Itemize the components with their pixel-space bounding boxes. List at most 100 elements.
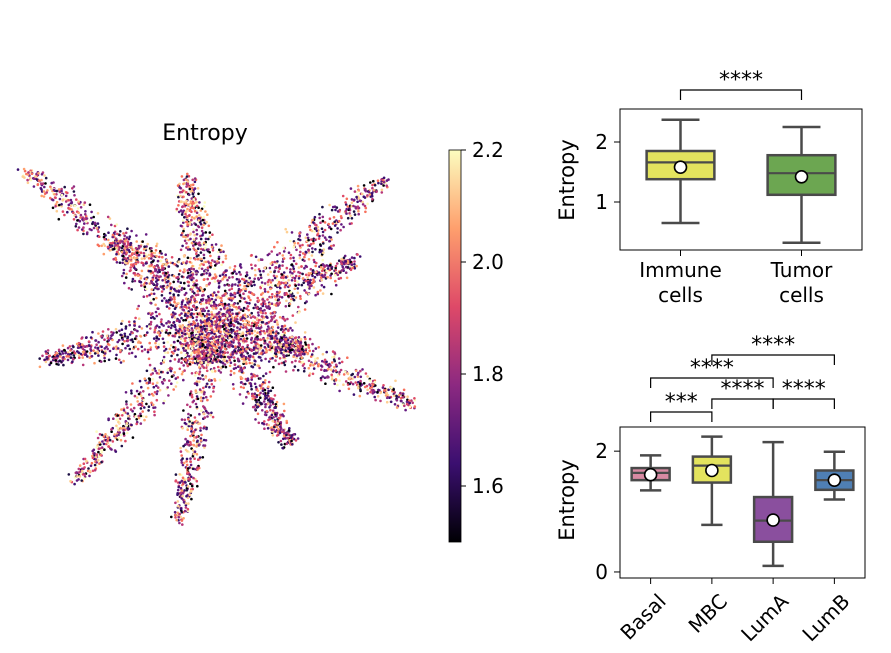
embedding-point	[118, 329, 121, 333]
embedding-point	[260, 352, 263, 355]
embedding-point	[333, 351, 336, 354]
embedding-point	[189, 414, 193, 417]
embedding-point	[201, 232, 205, 235]
embedding-point	[276, 326, 280, 329]
embedding-point	[122, 232, 125, 235]
embedding-point	[231, 283, 234, 286]
embedding-point	[180, 461, 184, 464]
embedding-point	[190, 347, 194, 350]
embedding-point	[275, 434, 279, 437]
embedding-point	[186, 271, 190, 275]
embedding-point	[93, 221, 97, 225]
embedding-point	[60, 205, 63, 208]
embedding-point	[191, 192, 195, 196]
embedding-point	[303, 331, 307, 334]
embedding-point	[270, 428, 274, 432]
embedding-point	[328, 203, 331, 207]
embedding-point	[247, 296, 251, 300]
embedding-point	[167, 332, 170, 335]
embedding-point	[246, 305, 250, 308]
embedding-point	[135, 335, 138, 338]
embedding-point	[121, 261, 124, 265]
embedding-point	[393, 403, 397, 406]
embedding-point	[136, 400, 139, 403]
embedding-point	[210, 319, 213, 323]
embedding-point	[262, 374, 265, 378]
embedding-point	[298, 234, 302, 237]
embedding-point	[229, 344, 233, 347]
embedding-point	[293, 365, 297, 368]
embedding-point	[281, 446, 284, 450]
embedding-point	[185, 199, 188, 203]
embedding-point	[122, 254, 125, 258]
embedding-point	[376, 179, 380, 182]
embedding-point	[284, 370, 288, 373]
embedding-point	[135, 240, 138, 243]
embedding-point	[222, 338, 226, 342]
embedding-point	[278, 267, 282, 271]
embedding-point	[117, 420, 120, 424]
embedding-point	[147, 357, 151, 361]
embedding-point	[210, 411, 213, 415]
embedding-point	[405, 400, 409, 404]
embedding-point	[180, 489, 184, 492]
embedding-point	[40, 178, 43, 182]
embedding-point	[75, 342, 79, 346]
embedding-point	[56, 354, 59, 358]
embedding-point	[167, 265, 171, 268]
embedding-point	[224, 317, 228, 321]
embedding-point	[115, 424, 118, 428]
embedding-point	[260, 258, 264, 262]
embedding-point	[182, 195, 185, 199]
embedding-point	[103, 359, 106, 363]
embedding-point	[378, 389, 381, 392]
embedding-point	[108, 438, 112, 442]
embedding-point	[380, 188, 384, 192]
embedding-point	[199, 302, 203, 306]
embedding-point	[116, 418, 120, 421]
embedding-point	[188, 223, 192, 226]
embedding-point	[185, 260, 189, 263]
embedding-point	[380, 182, 383, 185]
embedding-point	[186, 428, 189, 432]
embedding-point	[292, 267, 296, 271]
embedding-point	[198, 388, 202, 391]
embedding-point	[346, 372, 350, 376]
embedding-point	[151, 368, 155, 372]
embedding-point	[61, 352, 65, 355]
embedding-point	[209, 254, 212, 258]
embedding-point	[218, 315, 221, 319]
embedding-point	[257, 277, 260, 280]
embedding-point	[107, 417, 110, 421]
embedding-point	[254, 418, 257, 421]
embedding-point	[128, 352, 131, 355]
embedding-point	[202, 302, 206, 306]
embedding-point	[258, 269, 262, 273]
embedding-point	[277, 270, 280, 273]
embedding-points	[16, 167, 417, 526]
embedding-point	[55, 200, 59, 204]
embedding-point	[258, 384, 262, 387]
embedding-point	[180, 275, 184, 278]
embedding-point	[164, 347, 168, 351]
embedding-point	[171, 314, 175, 317]
embedding-point	[272, 365, 275, 369]
embedding-point	[192, 238, 196, 241]
embedding-point	[184, 312, 187, 316]
embedding-point	[219, 339, 222, 342]
embedding-point	[327, 222, 331, 226]
embedding-point	[150, 288, 154, 291]
embedding-point	[183, 270, 186, 273]
embedding-point	[228, 266, 232, 269]
embedding-point	[250, 376, 253, 379]
embedding-point	[310, 229, 314, 233]
embedding-point	[184, 212, 187, 216]
embedding-point	[273, 336, 276, 340]
embedding-point	[195, 395, 199, 398]
embedding-point	[63, 185, 66, 189]
embedding-point	[212, 390, 215, 393]
embedding-point	[186, 280, 190, 284]
embedding-point	[122, 409, 126, 412]
embedding-point	[181, 205, 184, 209]
embedding-point	[207, 327, 211, 331]
